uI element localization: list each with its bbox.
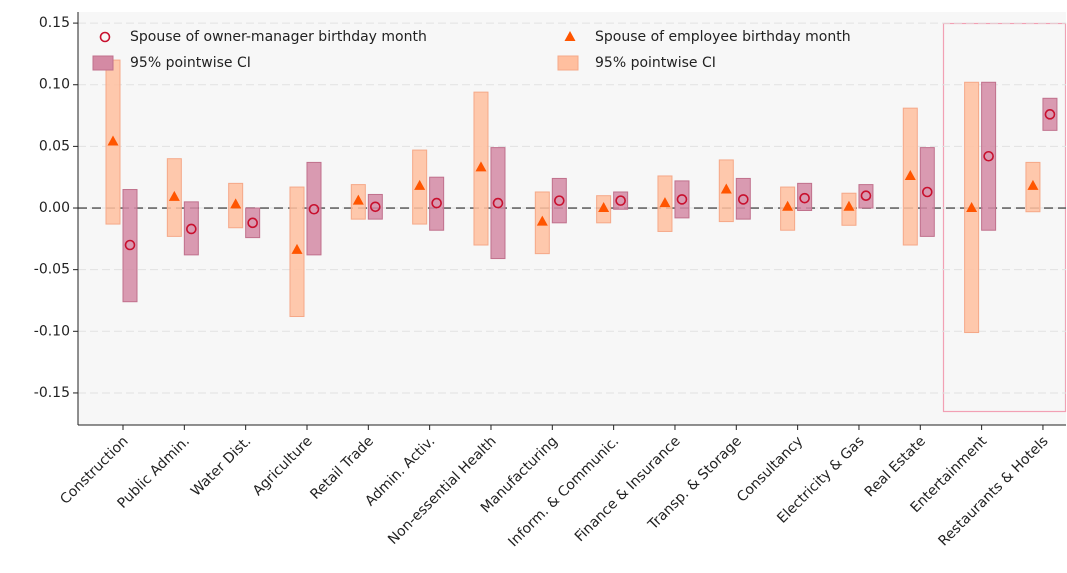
legend-patch	[92, 55, 114, 71]
legend-marker	[564, 31, 576, 41]
y-tick-label: 0.00	[39, 200, 70, 216]
point-marker	[431, 197, 442, 209]
legend-patch	[557, 55, 579, 71]
ci-bar	[674, 180, 690, 219]
legend-label: Spouse of employee birthday month	[595, 29, 851, 45]
point-marker	[598, 202, 610, 213]
ci-bar	[306, 161, 322, 256]
x-tick-label: Inform. & Communic.	[505, 433, 622, 550]
point-marker	[107, 135, 119, 146]
ci-bar	[490, 147, 506, 260]
point-marker	[799, 192, 810, 204]
point-marker	[352, 194, 364, 205]
y-tick-label: -0.05	[34, 262, 70, 278]
ci-bar	[367, 193, 383, 220]
legend-item: Spouse of employee birthday month 95% poi…	[557, 29, 851, 71]
point-marker	[536, 215, 548, 226]
ci-bar	[245, 207, 261, 239]
point-marker	[720, 183, 732, 194]
point-marker	[676, 194, 688, 205]
x-tick-label: Finance & Insurance	[572, 433, 684, 545]
ci-bar	[919, 147, 935, 237]
point-marker	[983, 150, 994, 162]
ci-bar	[183, 201, 199, 256]
y-tick-label: 0.10	[39, 77, 70, 93]
legend-marker	[99, 31, 111, 43]
point-marker	[554, 195, 565, 206]
point-marker	[414, 179, 426, 190]
y-tick-label: 0.15	[39, 15, 70, 31]
point-marker	[168, 190, 180, 201]
point-marker	[737, 194, 749, 205]
point-marker	[860, 190, 872, 201]
legend-label: 95% pointwise CI	[595, 55, 716, 71]
plot-background	[78, 12, 1066, 425]
ci-bar	[613, 191, 629, 210]
point-marker	[291, 243, 303, 254]
y-tick-label: 0.05	[39, 138, 70, 154]
ci-bar	[858, 184, 874, 209]
x-tick-label: Real Estate	[862, 433, 929, 500]
y-tick-label: -0.15	[34, 385, 70, 401]
point-marker	[492, 197, 504, 209]
x-tick-label: Non-essential Health	[385, 433, 499, 547]
ci-bar	[551, 177, 567, 224]
point-marker	[475, 161, 487, 172]
x-tick-label: Water Dist.	[188, 433, 254, 499]
ci-bar	[981, 81, 997, 231]
ci-bar	[429, 176, 445, 231]
point-marker	[186, 223, 197, 235]
point-marker	[1027, 179, 1039, 190]
ci-bar	[1042, 97, 1058, 131]
point-marker	[1044, 109, 1056, 120]
point-marker	[904, 169, 916, 180]
x-tick-label: Restaurants & Hotels	[936, 433, 1052, 549]
ci-bar	[735, 177, 751, 220]
point-marker	[966, 202, 978, 213]
legend-label: 95% pointwise CI	[130, 55, 251, 71]
x-tick-label: Agriculture	[250, 433, 316, 499]
point-marker	[921, 186, 933, 198]
legend-item: Spouse of owner-manager birthday month 95…	[92, 29, 427, 71]
ci-bar	[122, 189, 138, 303]
point-marker	[843, 200, 855, 211]
y-tick-label: -0.10	[34, 323, 70, 339]
point-marker	[370, 201, 381, 213]
point-marker	[230, 198, 242, 209]
point-marker	[124, 239, 136, 251]
point-marker	[659, 197, 671, 208]
point-marker	[308, 203, 320, 215]
point-marker	[782, 200, 794, 211]
point-marker	[615, 195, 626, 206]
ci-bar	[797, 182, 813, 211]
point-marker	[247, 217, 258, 229]
legend-label: Spouse of owner-manager birthday month	[130, 29, 427, 45]
